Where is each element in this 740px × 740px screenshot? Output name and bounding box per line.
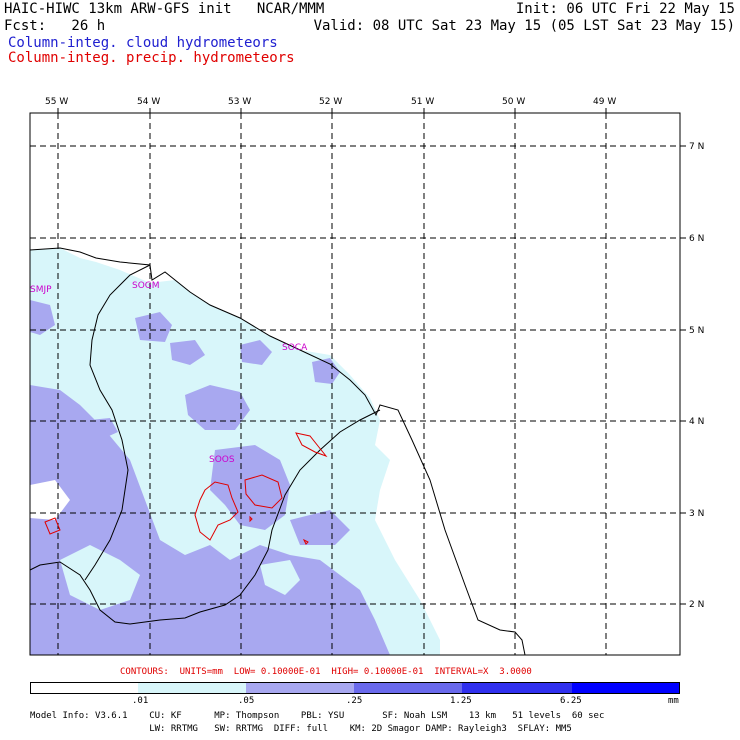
model-title: HAIC-HIWC 13km ARW-GFS init NCAR/MMM: [4, 1, 325, 17]
legend-tick: 6.25: [560, 696, 582, 706]
lat-label: 5 N: [689, 326, 704, 336]
model-info-line2: LW: RRTMG SW: RRTMG DIFF: full KM: 2D Sm…: [30, 724, 572, 734]
legend-tick: .01: [132, 696, 149, 706]
station-label: SMJP: [30, 285, 52, 295]
forecast-hour: Fcst: 26 h: [4, 18, 106, 34]
cloud-field-label: Column-integ. cloud hydrometeors: [8, 35, 278, 51]
lon-label: 49 W: [593, 97, 616, 107]
lon-label: 54 W: [137, 97, 160, 107]
station-label: SOGM: [132, 281, 160, 291]
lat-label: 7 N: [689, 142, 704, 152]
legend-tick: 1.25: [450, 696, 472, 706]
lat-label: 4 N: [689, 417, 704, 427]
legend-tick: .25: [346, 696, 363, 706]
legend-swatch: [572, 682, 680, 694]
legend-tick: .05: [238, 696, 255, 706]
legend-swatch: [354, 682, 462, 694]
map-frame: [29, 112, 681, 656]
lat-label: 2 N: [689, 600, 704, 610]
lon-ticks: [57, 108, 607, 113]
legend-swatch: [138, 682, 246, 694]
lon-label: 50 W: [502, 97, 525, 107]
init-time: Init: 06 UTC Fri 22 May 15: [515, 1, 735, 17]
lat-label: 3 N: [689, 509, 704, 519]
lon-label: 55 W: [45, 97, 68, 107]
lat-ticks: [680, 145, 686, 605]
model-info-line1: Model Info: V3.6.1 CU: KF MP: Thompson P…: [30, 711, 605, 721]
contours-info: CONTOURS: UNITS=mm LOW= 0.10000E-01 HIGH…: [120, 667, 532, 677]
valid-time: Valid: 08 UTC Sat 23 May 15 (05 LST Sat …: [313, 18, 735, 34]
legend-swatch: [462, 682, 572, 694]
lon-label: 52 W: [319, 97, 342, 107]
precip-field-label: Column-integ. precip. hydrometeors: [8, 50, 295, 66]
shading-layer: [30, 248, 440, 655]
lat-label: 6 N: [689, 234, 704, 244]
station-label: SOCA: [282, 343, 308, 353]
coastline-layer: [29, 247, 526, 656]
station-label: SOOS: [209, 455, 235, 465]
legend-units: mm: [668, 696, 679, 706]
legend-swatch: [30, 682, 138, 694]
legend-swatch: [246, 682, 354, 694]
lon-label: 53 W: [228, 97, 251, 107]
precip-contours: [44, 432, 328, 545]
lon-label: 51 W: [411, 97, 434, 107]
lat-lon-grid: [30, 113, 680, 655]
